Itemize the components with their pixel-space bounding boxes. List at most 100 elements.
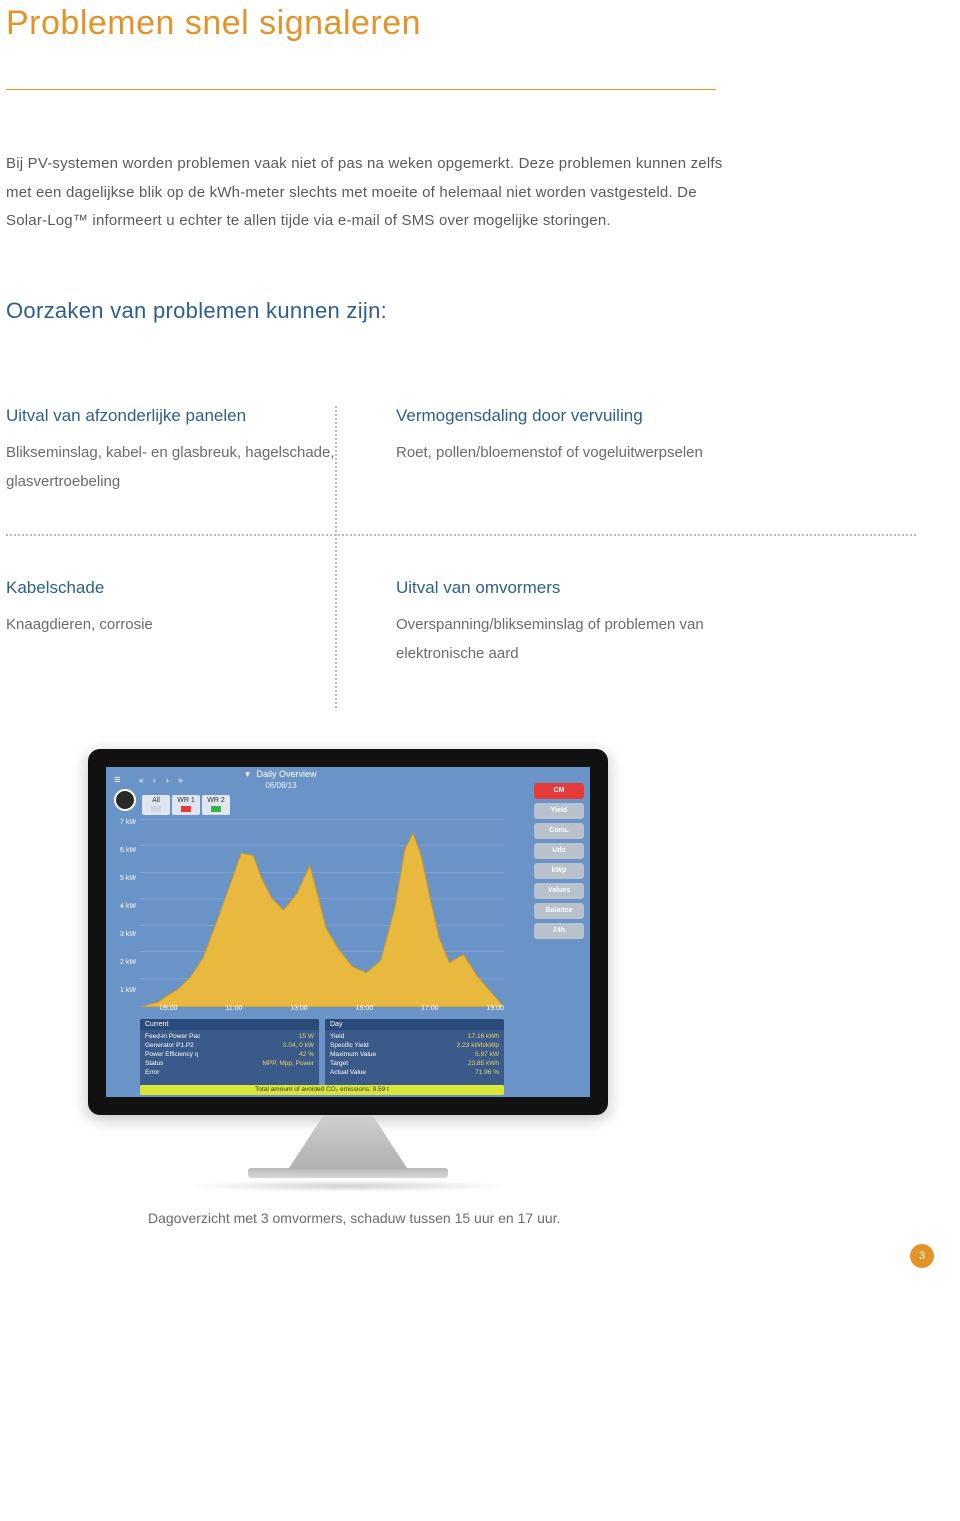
panel-row-label: Specific Yield [330,1041,369,1050]
cause-cell: Vermogensdaling door vervuiling Roet, po… [396,406,786,497]
side-button[interactable]: Yield [534,803,584,819]
panel-row-label: Yield [330,1032,344,1041]
panel-row-value: 71.96 % [475,1068,499,1077]
panel-row-label: Error [145,1068,159,1077]
causes-grid: Uitval van afzonderlijke panelen Bliksem… [0,324,960,497]
y-tick: 1 kW [112,987,136,994]
cause-body: Knaagdieren, corrosie [6,610,336,639]
side-button[interactable]: Udc [534,843,584,859]
overview-date: 06/08/13 [265,781,296,790]
wr-tab-swatch [211,806,221,812]
figure-caption: Dagoverzicht met 3 omvormers, schaduw tu… [148,1210,960,1226]
wr-tab[interactable]: WR 1 [172,795,200,815]
wr-tab[interactable]: WR 2 [202,795,230,815]
monitor-mockup: ≡ « ‹ › » ▾ Daily Overview 06/08/13 [88,749,608,1192]
overview-title: Daily Overview [256,769,316,779]
panel-row: Status MPP, Mpp, Power [145,1059,314,1068]
nav-first-icon[interactable]: « [136,775,146,785]
page-number-badge: 3 [910,1244,934,1268]
y-tick: 3 kW [112,931,136,938]
panel-row-label: Feed-in Power Pac [145,1032,200,1041]
y-tick: 7 kW [112,819,136,826]
dropdown-icon[interactable]: ▾ [245,769,250,779]
causes-grid-2: Kabelschade Knaagdieren, corrosie Uitval… [0,536,960,669]
co2-bar: Total amount of avoided CO₂ emissions: 9… [140,1085,504,1095]
side-button[interactable]: kWp [534,863,584,879]
screen-header: ≡ « ‹ › » ▾ Daily Overview 06/08/13 [106,767,590,793]
side-button[interactable]: CM [534,783,584,799]
vertical-dotted-divider [335,578,337,708]
nav-prev-icon[interactable]: ‹ [149,775,159,785]
y-tick: 2 kW [112,959,136,966]
y-axis-labels: 7 kW6 kW5 kW4 kW3 kW2 kW1 kW [112,819,136,995]
panel-row-value: MPP, Mpp, Power [262,1059,314,1068]
side-button[interactable]: 24h [534,923,584,939]
panel-row-value: 17.16 kWh [468,1032,499,1041]
panel-row-value: 15 W [299,1032,314,1041]
cause-cell: Uitval van omvormers Overspanning/blikse… [396,578,786,669]
panel-row: Maximum Value 5.97 kW [330,1050,499,1059]
panel-row-value: 5.97 kW [475,1050,499,1059]
panel-row-label: Generator P1.P2 [145,1041,194,1050]
cause-cell: Uitval van afzonderlijke panelen Bliksem… [6,406,336,497]
x-axis-labels: 09:0011:0013:0015:0017:0019:00 [160,1005,504,1012]
monitor-screen: ≡ « ‹ › » ▾ Daily Overview 06/08/13 [106,767,590,1097]
panel-row: Specific Yield 2.23 kWh/kWp [330,1041,499,1050]
panel-header: Current [140,1019,319,1030]
panel-row: Target 23.85 kWh [330,1059,499,1068]
panel-row-value: 0.04, 0 kW [283,1041,314,1050]
monitor-stand [288,1115,408,1170]
panel-row-value: 42 % [299,1050,314,1059]
panel-row-label: Status [145,1059,163,1068]
side-button[interactable]: Cons. [534,823,584,839]
x-tick: 17:00 [421,1005,439,1012]
panel-row-label: Maximum Value [330,1050,376,1059]
side-button[interactable]: Values [534,883,584,899]
page-title: Problemen snel signaleren [0,0,960,43]
header-title: ▾ Daily Overview 06/08/13 [245,769,316,790]
cause-body: Blikseminslag, kabel- en glasbreuk, hage… [6,438,336,497]
nav-next-icon[interactable]: › [162,775,172,785]
wr-tab-label: WR 2 [207,797,225,804]
y-tick: 5 kW [112,875,136,882]
cause-cell: Kabelschade Knaagdieren, corrosie [6,578,336,669]
cause-body: Overspanning/blikseminslag of problemen … [396,610,786,669]
monitor-frame: ≡ « ‹ › » ▾ Daily Overview 06/08/13 [88,749,608,1115]
causes-subheading: Oorzaken van problemen kunnen zijn: [0,236,960,324]
monitor-shadow [188,1180,508,1192]
panel-row-label: Power Efficiency η [145,1050,198,1059]
x-tick: 09:00 [160,1005,178,1012]
clock-icon[interactable] [114,789,136,811]
x-tick: 15:00 [356,1005,374,1012]
menu-icon[interactable]: ≡ [114,774,120,786]
panel-row-value: 23.85 kWh [468,1059,499,1068]
side-button[interactable]: Balance [534,903,584,919]
bottom-panels: Current Feed-in Power Pac 15 W Generator… [140,1019,504,1087]
right-button-stack: CM Yield Cons. Udc kWp Values Balance 24… [534,783,584,939]
header-nav: « ‹ › » [136,775,185,785]
panel-row: Actual Value 71.96 % [330,1068,499,1077]
nav-last-icon[interactable]: » [175,775,185,785]
cause-title: Uitval van afzonderlijke panelen [6,406,336,426]
panel-header: Day [325,1019,504,1030]
cause-title: Kabelschade [6,578,336,598]
wr-tab-swatch [181,806,191,812]
intro-paragraph: Bij PV-systemen worden problemen vaak ni… [0,90,730,236]
x-tick: 11:00 [225,1005,242,1012]
wr-tab[interactable]: All [142,795,170,815]
panel-row: Yield 17.16 kWh [330,1032,499,1041]
cause-body: Roet, pollen/bloemenstof of vogeluitwerp… [396,438,786,467]
wr-tabs: All WR 1 WR 2 [142,795,230,815]
day-panel: Day Yield 17.16 kWh Specific Yield 2.23 … [325,1019,504,1087]
cause-title: Uitval van omvormers [396,578,786,598]
wr-tab-label: WR 1 [177,797,195,804]
wr-tab-swatch [151,806,161,812]
panel-row: Generator P1.P2 0.04, 0 kW [145,1041,314,1050]
chart-area-fill [140,819,504,1007]
panel-row-label: Actual Value [330,1068,366,1077]
panel-row: Error [145,1068,314,1077]
panel-row-label: Target [330,1059,348,1068]
panel-row: Feed-in Power Pac 15 W [145,1032,314,1041]
current-panel: Current Feed-in Power Pac 15 W Generator… [140,1019,319,1087]
daily-overview-chart [140,819,504,1005]
